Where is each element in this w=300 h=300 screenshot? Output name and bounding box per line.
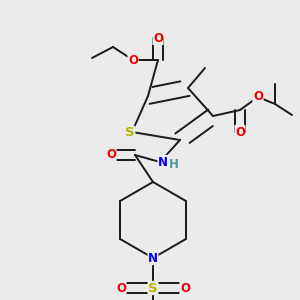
Text: H: H [169, 158, 179, 170]
Text: N: N [148, 251, 158, 265]
Text: S: S [148, 281, 158, 295]
Text: O: O [128, 53, 138, 67]
Text: O: O [235, 125, 245, 139]
Text: O: O [180, 281, 190, 295]
Text: O: O [106, 148, 116, 161]
Text: N: N [158, 155, 168, 169]
Text: O: O [153, 32, 163, 44]
Text: S: S [125, 127, 135, 140]
Text: O: O [116, 281, 126, 295]
Text: O: O [253, 91, 263, 103]
